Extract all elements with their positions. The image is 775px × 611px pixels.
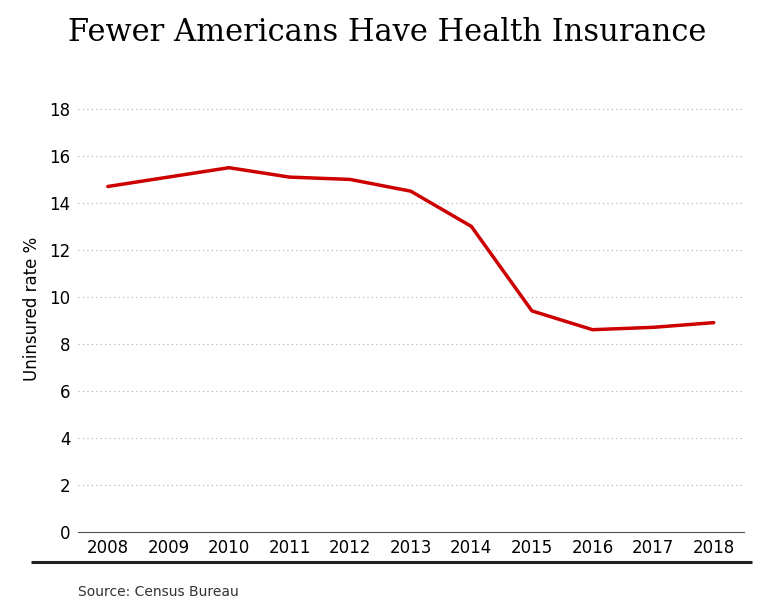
- Text: Source: Census Bureau: Source: Census Bureau: [78, 585, 238, 599]
- Y-axis label: Uninsured rate %: Uninsured rate %: [23, 236, 41, 381]
- Text: Fewer Americans Have Health Insurance: Fewer Americans Have Health Insurance: [68, 18, 707, 48]
